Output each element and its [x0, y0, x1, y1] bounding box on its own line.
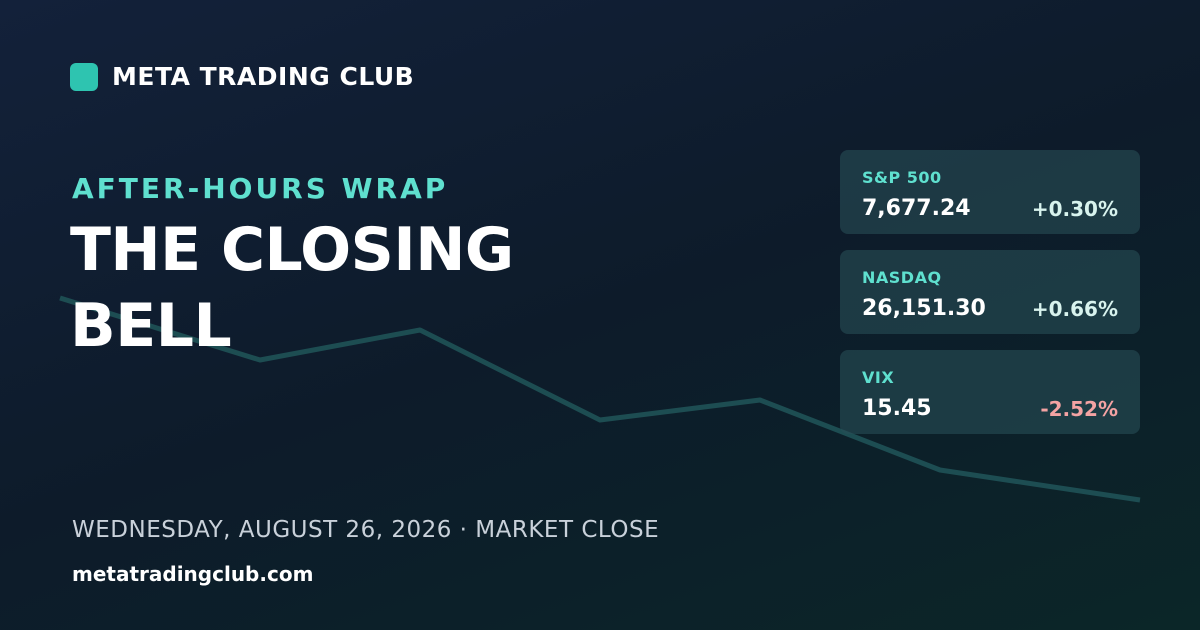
ticker-name: VIX [862, 368, 895, 387]
ticker-card: S&P 500 7,677.24 +0.30% [840, 150, 1140, 234]
ticker-value: 15.45 [862, 396, 932, 421]
ticker-change: +0.30% [1031, 197, 1118, 221]
ticker-name: NASDAQ [862, 268, 942, 287]
headline: THE CLOSING BELL [70, 215, 514, 361]
ticker-change: +0.66% [1031, 297, 1118, 321]
site-url: metatradingclub.com [72, 562, 314, 586]
brand: META TRADING CLUB [70, 62, 414, 91]
brand-name: META TRADING CLUB [112, 62, 415, 91]
brand-logo [70, 62, 98, 91]
ticker-value: 7,677.24 [862, 196, 971, 221]
ticker-change: -2.52% [1040, 397, 1118, 421]
ticker-card: NASDAQ 26,151.30 +0.66% [840, 250, 1140, 334]
ticker-card: VIX 15.45 -2.52% [840, 350, 1140, 434]
ticker-name: S&P 500 [862, 168, 942, 187]
ticker-value: 26,151.30 [862, 296, 986, 321]
ticker-list: S&P 500 7,677.24 +0.30% NASDAQ 26,151.30… [840, 150, 1140, 450]
eyebrow: AFTER-HOURS WRAP [72, 172, 449, 205]
date-line: WEDNESDAY, AUGUST 26, 2026 · MARKET CLOS… [72, 517, 660, 543]
